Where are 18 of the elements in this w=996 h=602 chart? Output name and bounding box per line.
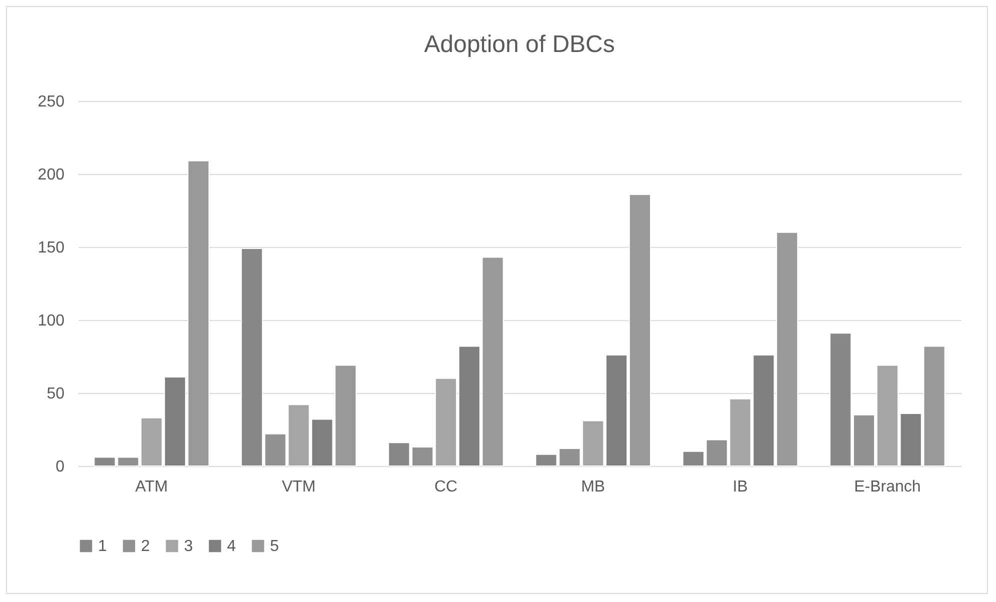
x-tick-label: VTM <box>282 478 316 496</box>
x-tick-label: CC <box>434 478 458 496</box>
x-tick-label: ATM <box>135 478 168 496</box>
x-tick-label: E-Branch <box>854 478 921 496</box>
legend-label: 4 <box>227 538 236 555</box>
y-tick-label: 0 <box>56 458 65 476</box>
y-tick-label: 100 <box>38 312 65 330</box>
legend-label: 2 <box>141 538 150 555</box>
x-tick-label: IB <box>732 478 748 496</box>
x-tick-label: MB <box>581 478 606 496</box>
y-tick-label: 200 <box>38 166 65 184</box>
legend-label: 3 <box>184 538 193 555</box>
y-tick-label: 50 <box>46 386 65 402</box>
y-tick-label: 150 <box>38 240 65 256</box>
chart-title: Adoption of DBCs <box>424 31 615 58</box>
legend-label: 5 <box>270 538 279 555</box>
y-tick-label: 250 <box>38 94 65 110</box>
legend-label: 1 <box>98 538 107 555</box>
